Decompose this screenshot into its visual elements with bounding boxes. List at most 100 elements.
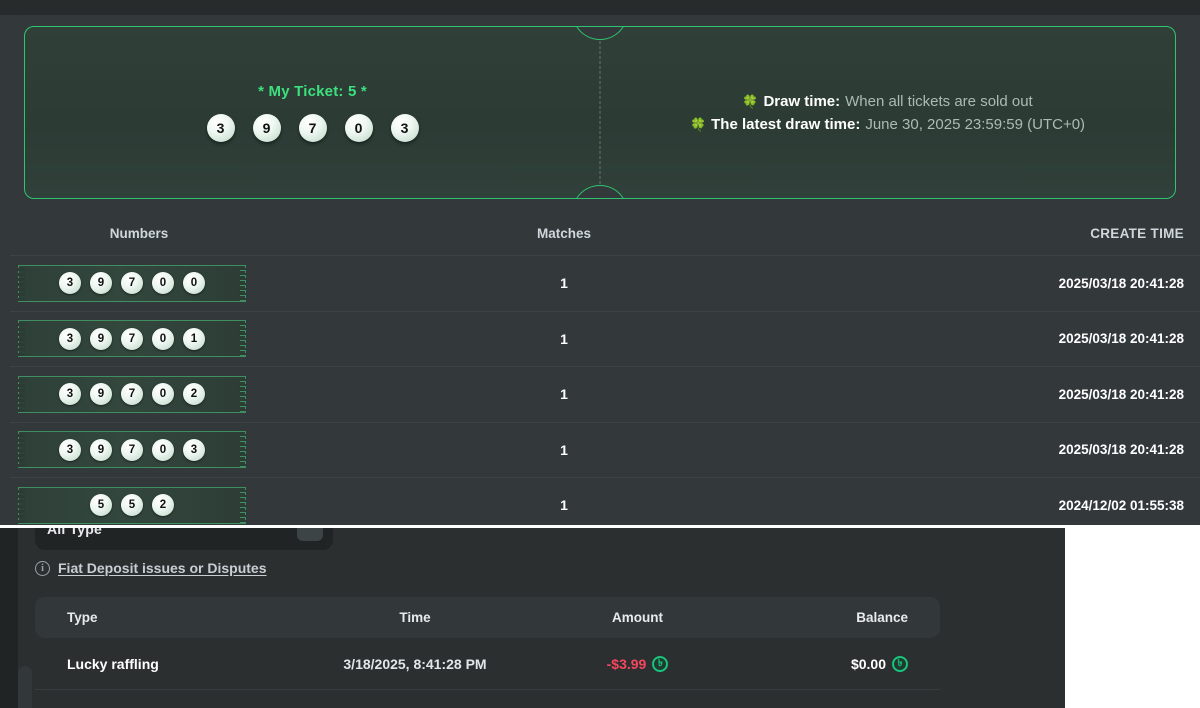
balance-value: $0.00: [850, 655, 886, 672]
number-ball: 5: [90, 494, 112, 517]
number-ball: 3: [206, 114, 235, 142]
column-header-matches: Matches: [536, 225, 592, 241]
clover-icon: 🍀: [689, 116, 707, 132]
results-table-body: 3 9 7 0 0 1 2025/03/18 20:41:28 3 9 7 0 1 1 2025/03/1…: [10, 255, 1200, 528]
currency-coin-icon: ৳: [652, 655, 669, 672]
number-ball: 9: [90, 272, 112, 295]
transactions-table-body: Lucky raffling 3/18/2025, 8:41:28 PM -$3.9…: [35, 638, 940, 690]
cell-create-time: 2025/03/18 20:41:28: [1058, 442, 1184, 458]
number-ball: 9: [90, 383, 112, 406]
number-ball: 9: [252, 114, 281, 142]
cell-matches: 1: [560, 275, 568, 292]
column-header-numbers: Numbers: [109, 225, 169, 241]
number-ball: 0: [152, 327, 174, 350]
number-ball: 3: [183, 438, 205, 461]
draw-info-section: 🍀 Draw time: When all tickets are sold o…: [600, 27, 1175, 198]
number-ball: 7: [121, 272, 143, 295]
ticket-results-table: Numbers Matches CREATE TIME 3 9 7 0 0 1 2025/0…: [10, 211, 1200, 528]
stub-perforation-right: [239, 432, 246, 470]
number-ball: 9: [90, 327, 112, 350]
number-ball: 3: [59, 327, 81, 350]
amount-value: -$3.99: [606, 655, 647, 672]
table-row: 5 5 2 1 2024/12/02 01:55:38: [10, 477, 1200, 528]
stub-perforation-right: [239, 487, 246, 525]
number-ball: 7: [121, 383, 143, 406]
draw-time-value: When all tickets are sold out: [845, 92, 1033, 110]
number-ball: 3: [59, 272, 81, 295]
stub-perforation-left: [18, 487, 25, 525]
stub-perforation-left: [18, 376, 25, 414]
stub-perforation-right: [239, 321, 246, 359]
number-ball: 0: [183, 272, 205, 295]
cell-create-time: 2025/03/18 20:41:28: [1058, 386, 1184, 402]
stub-perforation-right: [239, 265, 246, 303]
my-ticket-title: * My Ticket: 5 *: [258, 83, 367, 100]
cell-time: 3/18/2025, 8:41:28 PM: [343, 655, 487, 672]
latest-draw-time-value: June 30, 2025 23:59:59 (UTC+0): [865, 115, 1086, 133]
column-header-create-time: CREATE TIME: [1090, 225, 1184, 241]
number-ball: 2: [152, 494, 174, 517]
cell-matches: 1: [560, 441, 568, 458]
latest-draw-time-label: The latest draw time:: [711, 115, 861, 133]
number-ball: 9: [90, 438, 112, 461]
cell-matches: 1: [560, 497, 568, 514]
column-header-amount: Amount: [612, 610, 663, 625]
draw-time-line: 🍀 Draw time: When all tickets are sold o…: [742, 93, 1032, 110]
table-row: 3 9 7 0 2 1 2025/03/18 20:41:28: [10, 366, 1200, 422]
cell-create-time: 2025/03/18 20:41:28: [1058, 331, 1184, 347]
table-row: 3 9 7 0 1 1 2025/03/18 20:41:28: [10, 310, 1200, 367]
number-ball: 5: [121, 494, 143, 517]
dispute-link-row[interactable]: i Fiat Deposit issues or Disputes: [35, 560, 267, 576]
table-row: 3 9 7 0 0 1 2025/03/18 20:41:28: [10, 255, 1200, 311]
clover-icon: 🍀: [742, 93, 759, 109]
left-rail-pill: [18, 666, 32, 708]
currency-coin-icon: ৳: [892, 655, 908, 672]
cell-matches: 1: [560, 386, 568, 403]
number-ball: 0: [152, 438, 174, 461]
amount-value-wrap: -$3.99 ৳: [606, 655, 669, 672]
stub-perforation-left: [18, 265, 25, 303]
table-row: 3 9 7 0 3 1 2025/03/18 20:41:28: [10, 421, 1200, 478]
dispute-link-label[interactable]: Fiat Deposit issues or Disputes: [58, 560, 267, 576]
stub-perforation-right: [239, 376, 246, 414]
number-ball: 3: [59, 383, 81, 406]
modal-top-strip: [0, 0, 1200, 15]
cell-balance: $0.00 ৳: [735, 655, 940, 672]
cell-matches: 1: [560, 330, 568, 347]
balance-value-wrap: $0.00 ৳: [850, 655, 908, 672]
cell-create-time: 2024/12/02 01:55:38: [1058, 497, 1184, 513]
number-ball: 7: [298, 114, 327, 142]
number-ball: 2: [183, 383, 205, 406]
table-row: Lucky raffling 3/18/2025, 8:41:28 PM -$3.9…: [35, 638, 940, 690]
transactions-table: Type Time Amount Balance Lucky raffling 3…: [35, 597, 940, 690]
results-table-header: Numbers Matches CREATE TIME: [10, 211, 1200, 255]
draw-time-label: Draw time:: [763, 92, 841, 110]
stub-perforation-left: [18, 432, 25, 470]
number-ball: 0: [344, 114, 373, 142]
ticket-perforation-line: [599, 41, 601, 184]
cell-type: Lucky raffling: [67, 655, 159, 672]
info-icon: i: [35, 560, 50, 576]
number-ball: 0: [152, 272, 174, 295]
column-header-balance: Balance: [856, 610, 908, 625]
modal-bottom-edge: [0, 525, 1200, 528]
number-ball: 3: [59, 438, 81, 461]
cell-create-time: 2025/03/18 20:41:28: [1058, 275, 1184, 291]
column-header-time: Time: [399, 610, 431, 625]
stub-perforation-left: [18, 321, 25, 359]
number-ball: 7: [121, 438, 143, 461]
column-header-type: Type: [67, 610, 98, 625]
